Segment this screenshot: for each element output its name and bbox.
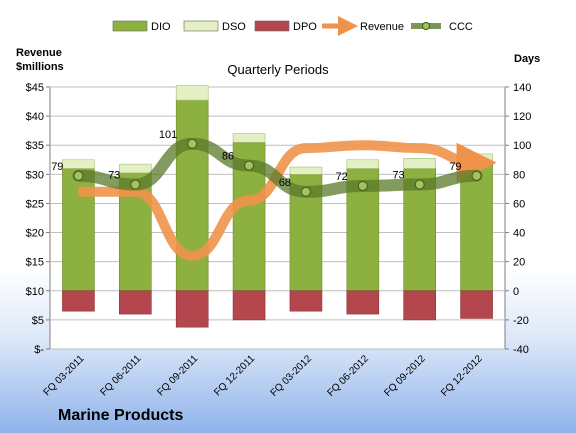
right-tick-label: 20 [513, 257, 525, 269]
category-label: FQ 09-2012 [382, 353, 428, 399]
ccc-label: 79 [51, 161, 63, 173]
chart-title: Quarterly Periods [227, 62, 329, 77]
left-tick-label: $45 [26, 82, 44, 94]
dpo-bar [289, 290, 323, 312]
left-axis-label-line2: $millions [16, 61, 64, 73]
left-tick-label: $25 [26, 198, 44, 210]
right-tick-label: 0 [513, 286, 519, 298]
dpo-bar [232, 290, 266, 321]
category-label: FQ 03-2012 [269, 353, 315, 399]
left-axis-label-line1: Revenue [16, 47, 62, 59]
ccc-point [244, 160, 255, 171]
legend-label: DSO [222, 21, 246, 33]
right-tick-label: 80 [513, 169, 525, 181]
legend-label: DIO [151, 21, 171, 33]
ccc-point [130, 179, 141, 190]
right-tick-label: 40 [513, 228, 525, 240]
category-label: FQ 12-2011 [212, 353, 257, 398]
right-tick-label: 140 [513, 82, 531, 94]
legend-label: Revenue [360, 21, 404, 33]
left-tick-label: $40 [26, 111, 44, 123]
right-tick-label: 100 [513, 140, 531, 152]
category-label: FQ 12-2012 [439, 353, 485, 399]
company-name: Marine Products [58, 407, 183, 424]
category-label: FQ 06-2011 [98, 353, 143, 398]
ccc-label: 72 [336, 171, 348, 183]
left-tick-label: $30 [26, 169, 44, 181]
ccc-point [357, 180, 368, 191]
legend-label: CCC [449, 21, 473, 33]
dio-bar [460, 162, 493, 292]
right-axis-label: Days [514, 53, 540, 65]
legend-swatch [112, 20, 148, 32]
legend-swatch [183, 20, 219, 32]
dpo-bar [62, 290, 95, 312]
right-tick-label: 60 [513, 198, 525, 210]
dpo-bar [119, 290, 152, 315]
dso-bar [119, 163, 152, 174]
category-label: FQ 03-2011 [42, 353, 87, 398]
ccc-point [73, 170, 84, 181]
legend-swatch-point [422, 22, 430, 30]
ccc-point [471, 170, 482, 181]
left-tick-label: $20 [26, 228, 44, 240]
revenue-line [78, 140, 497, 261]
ccc-label: 101 [159, 129, 177, 141]
dso-bar [232, 133, 266, 143]
ccc-label: 73 [392, 170, 404, 182]
dso-bar [403, 158, 436, 169]
dio-bar [175, 99, 209, 292]
legend-swatch [254, 20, 290, 32]
category-label: FQ 09-2011 [155, 353, 200, 398]
dso-bar [175, 85, 209, 101]
left-tick-label: $10 [26, 286, 44, 298]
dpo-bar [175, 290, 209, 328]
dso-bar [289, 166, 323, 175]
ccc-label: 68 [279, 177, 291, 189]
left-tick-label: $35 [26, 140, 44, 152]
ccc-point [187, 138, 198, 149]
left-tick-label: $15 [26, 257, 44, 269]
right-tick-label: 120 [513, 111, 531, 123]
left-tick-label: $- [34, 344, 44, 356]
ccc-label: 86 [222, 151, 234, 163]
dso-bar [62, 159, 95, 169]
ccc-point [414, 179, 425, 190]
ccc-label: 79 [449, 161, 461, 173]
dpo-bar [403, 290, 436, 321]
right-tick-label: -20 [513, 315, 529, 327]
dso-bar [346, 159, 380, 169]
ccc-line [72, 137, 483, 198]
category-label: FQ 06-2012 [325, 353, 371, 399]
dpo-bar [346, 290, 380, 315]
right-tick-label: -40 [513, 344, 529, 356]
ccc-point [300, 186, 311, 197]
left-tick-label: $5 [32, 315, 44, 327]
ccc-label: 73 [108, 170, 120, 182]
plot-area [49, 86, 506, 350]
legend-label: DPO [293, 21, 317, 33]
dpo-bar [460, 290, 493, 319]
